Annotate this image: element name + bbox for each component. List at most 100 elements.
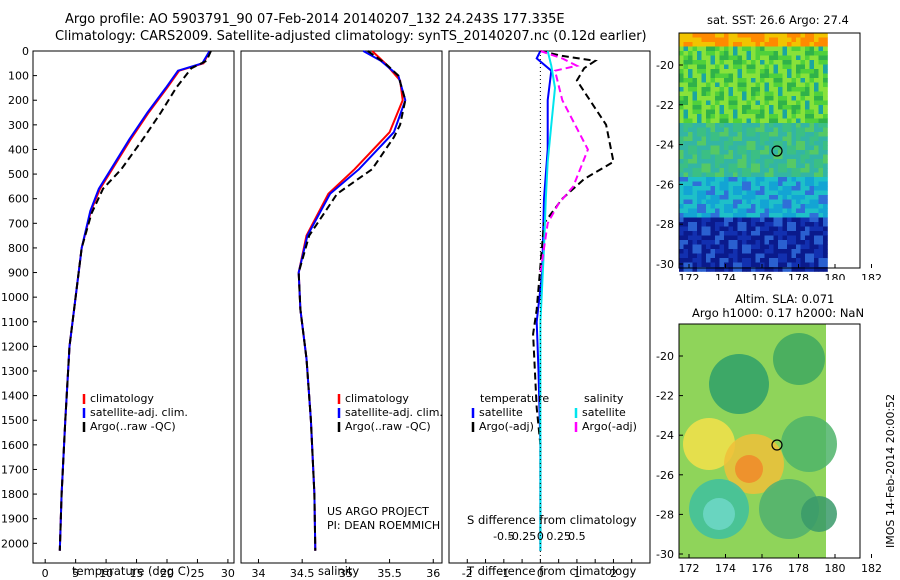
sst-cell <box>818 262 824 268</box>
sst-cell <box>733 172 738 178</box>
sst-cell <box>719 163 725 169</box>
sst-cell <box>710 96 716 101</box>
sst-cell <box>683 222 689 227</box>
sst-cell <box>778 217 783 223</box>
sst-cell <box>679 51 684 56</box>
sst-cell <box>800 249 806 254</box>
sst-cell <box>796 145 801 151</box>
sst-cell <box>769 82 774 88</box>
sst-cell <box>814 87 819 92</box>
sst-cell <box>755 109 761 115</box>
sst-cell <box>719 37 725 43</box>
sst-cell <box>697 231 702 236</box>
sst-cell <box>692 78 698 83</box>
sst-cell <box>701 91 707 97</box>
sst-cell <box>814 235 819 241</box>
sst-cell <box>818 33 824 38</box>
sst-cell <box>764 249 770 254</box>
sst-cell <box>778 123 783 128</box>
sst-cell <box>692 159 698 164</box>
sst-cell <box>782 267 788 272</box>
sst-cell <box>679 172 684 178</box>
sst-cell <box>697 240 702 245</box>
sst-cell <box>701 73 707 79</box>
sst-cell <box>796 109 801 115</box>
sst-cell <box>697 222 702 227</box>
sst-cell <box>755 226 761 232</box>
sst-cell <box>746 78 752 83</box>
sst-cell <box>787 118 792 124</box>
map-x-tick-label: 174 <box>715 562 736 575</box>
sst-cell <box>814 217 819 223</box>
sst-cell <box>805 114 810 119</box>
sst-cell <box>710 190 716 196</box>
sst-cell <box>787 46 792 52</box>
sst-cell <box>688 249 693 254</box>
sst-cell <box>679 123 684 128</box>
sst-cell <box>755 118 761 124</box>
sst-cell <box>814 100 819 106</box>
sst-cell <box>764 33 770 38</box>
x-tick-label: -2 <box>462 567 473 580</box>
sst-cell <box>710 249 716 254</box>
sst-cell <box>760 222 765 227</box>
sst-cell <box>737 186 743 191</box>
sst-cell <box>719 244 725 250</box>
sst-cell <box>805 195 810 200</box>
sst-cell <box>728 51 734 56</box>
sst-cell <box>823 114 828 119</box>
sst-cell <box>823 199 828 205</box>
sst-cell <box>728 100 734 106</box>
sst-cell <box>796 123 801 128</box>
sst-cell <box>755 199 761 205</box>
sst-cell <box>796 132 801 137</box>
sst-cell <box>764 262 770 268</box>
sst-cell <box>710 235 716 241</box>
sst-cell <box>692 253 698 259</box>
sst-cell <box>719 150 725 155</box>
sst-cell <box>773 64 779 70</box>
sst-cell <box>706 109 711 115</box>
sst-cell <box>746 73 752 79</box>
sst-cell <box>782 240 788 245</box>
sst-cell <box>697 150 702 155</box>
sst-cell <box>683 73 689 79</box>
sst-cell <box>706 235 711 241</box>
sst-cell <box>751 168 756 173</box>
sst-cell <box>782 118 788 124</box>
sst-cell <box>796 168 801 173</box>
sst-cell <box>782 159 788 164</box>
sst-cell <box>760 217 765 223</box>
sst-cell <box>715 51 720 56</box>
sst-cell <box>710 42 716 47</box>
sst-cell <box>755 262 761 268</box>
sst-cell <box>800 118 806 124</box>
sst-cell <box>742 190 747 196</box>
sst-cell <box>692 105 698 110</box>
sst-cell <box>796 141 801 146</box>
sst-cell <box>719 55 725 61</box>
sst-cell <box>688 96 693 101</box>
sst-cell <box>782 145 788 151</box>
sst-cell <box>818 217 824 223</box>
sst-cell <box>683 186 689 191</box>
sst-cell <box>706 141 711 146</box>
sst-cell <box>728 123 734 128</box>
sst-cell <box>715 240 720 245</box>
sst-cell <box>800 267 806 272</box>
sst-cell <box>755 253 761 259</box>
sst-cell <box>724 123 729 128</box>
sst-cell <box>818 244 824 250</box>
sst-cell <box>751 73 756 79</box>
sst-cell <box>706 96 711 101</box>
sst-cell <box>706 150 711 155</box>
sst-cell <box>710 33 716 38</box>
sst-cell <box>679 136 684 142</box>
map-x-tick-label: 174 <box>715 272 736 280</box>
sst-cell <box>719 253 725 259</box>
sst-cell <box>823 87 828 92</box>
sst-cell <box>809 78 815 83</box>
sst-cell <box>697 267 702 272</box>
sst-cell <box>742 96 747 101</box>
sst-cell <box>751 109 756 115</box>
